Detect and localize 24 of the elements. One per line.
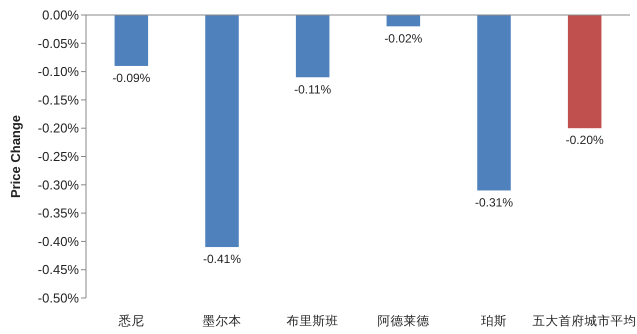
x-tick-label: 悉尼 xyxy=(117,314,144,328)
data-label: -0.31% xyxy=(474,195,514,210)
y-tick-label: 0.00% xyxy=(42,8,80,22)
y-tick-label: -0.35% xyxy=(38,206,80,221)
data-label: -0.09% xyxy=(112,70,151,85)
x-tick-label: 阿德莱德 xyxy=(377,314,430,328)
y-tick-label: -0.20% xyxy=(38,120,80,136)
x-tick-label: 墨尔本 xyxy=(202,314,242,328)
data-label: -0.41% xyxy=(202,252,242,266)
data-label: -0.02% xyxy=(384,31,423,46)
y-tick-label: -0.25% xyxy=(38,149,80,164)
y-tick-label: -0.40% xyxy=(38,234,80,249)
data-label: -0.20% xyxy=(566,133,604,148)
x-tick-label: 珀斯 xyxy=(481,314,507,328)
y-tick-label: -0.50% xyxy=(38,290,80,306)
y-tick-label: -0.10% xyxy=(38,64,80,80)
x-tick-label: 布里斯班 xyxy=(286,314,339,328)
y-tick-label: -0.30% xyxy=(38,177,80,192)
x-tick-label: 五大首府城市平均 xyxy=(532,313,637,328)
y-tick-label: -0.15% xyxy=(38,92,80,108)
y-tick-label: -0.45% xyxy=(38,262,80,278)
data-label: -0.11% xyxy=(294,82,332,96)
y-tick-label: -0.05% xyxy=(38,36,80,51)
y-axis-title: Price Change xyxy=(8,114,23,198)
